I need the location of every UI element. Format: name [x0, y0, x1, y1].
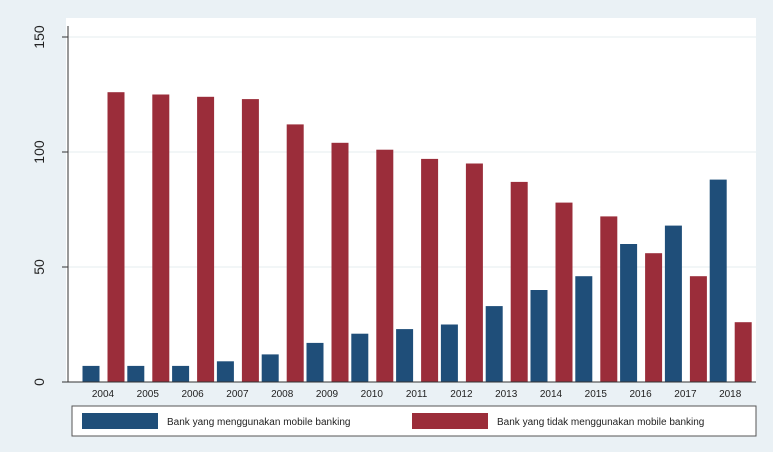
y-tick-label: 100 — [31, 140, 47, 164]
y-tick-label: 150 — [31, 25, 47, 49]
bar-without-mobile-banking — [286, 124, 304, 383]
x-tick-label: 2004 — [92, 389, 115, 400]
bar-without-mobile-banking — [555, 202, 573, 382]
x-tick-label: 2017 — [674, 389, 697, 400]
bar-with-mobile-banking — [396, 329, 414, 382]
bar-with-mobile-banking — [306, 342, 324, 382]
bar-with-mobile-banking — [440, 324, 458, 382]
x-tick-label: 2006 — [181, 389, 204, 400]
axes — [62, 26, 756, 383]
bar-with-mobile-banking — [530, 290, 548, 382]
bar-with-mobile-banking — [664, 225, 682, 382]
x-tick-label: 2007 — [226, 389, 249, 400]
x-tick-label: 2008 — [271, 389, 294, 400]
bar-with-mobile-banking — [261, 354, 279, 382]
bar-without-mobile-banking — [600, 216, 618, 382]
y-tick-label: 0 — [31, 378, 47, 386]
bar-with-mobile-banking — [709, 179, 727, 382]
x-tick-label: 2016 — [629, 389, 652, 400]
x-tick-label: 2005 — [137, 389, 160, 400]
legend-label: Bank yang menggunakan mobile banking — [167, 417, 350, 428]
y-tick-labels: 0 50 100 150 — [31, 25, 47, 386]
x-tick-label: 2009 — [316, 389, 339, 400]
bar-with-mobile-banking — [172, 365, 190, 382]
bar-without-mobile-banking — [734, 322, 752, 382]
bar-with-mobile-banking — [82, 365, 100, 382]
bar-without-mobile-banking — [510, 181, 528, 382]
x-tick-label: 2014 — [540, 389, 563, 400]
x-tick-label: 2012 — [450, 389, 473, 400]
bar-without-mobile-banking — [376, 149, 394, 382]
bar-with-mobile-banking — [620, 244, 638, 382]
bar-without-mobile-banking — [645, 253, 663, 382]
bar-without-mobile-banking — [197, 96, 215, 383]
bar-with-mobile-banking — [351, 333, 369, 382]
bar-without-mobile-banking — [152, 94, 170, 382]
x-tick-label: 2018 — [719, 389, 742, 400]
bar-without-mobile-banking — [465, 163, 483, 382]
legend-label: Bank yang tidak menggunakan mobile banki… — [497, 417, 704, 428]
legend-swatch — [412, 413, 488, 429]
y-tick-label: 50 — [31, 259, 47, 275]
bar-without-mobile-banking — [241, 99, 259, 382]
legend: Bank yang menggunakan mobile banking Bank… — [71, 405, 757, 437]
bar-with-mobile-banking — [485, 306, 503, 382]
legend-swatch — [82, 413, 158, 429]
bar-without-mobile-banking — [107, 92, 125, 382]
x-tick-label: 2010 — [361, 389, 384, 400]
bar-with-mobile-banking — [216, 361, 234, 382]
bar-with-mobile-banking — [127, 365, 145, 382]
bar-with-mobile-banking — [575, 276, 593, 382]
bar-without-mobile-banking — [331, 142, 349, 382]
x-tick-labels: 2004 2005 2006 2007 2008 2009 2010 2011 2012 2013… — [92, 389, 742, 400]
plot-area — [66, 18, 756, 382]
bar-without-mobile-banking — [421, 158, 439, 382]
x-tick-label: 2011 — [406, 389, 428, 400]
bars — [82, 92, 752, 383]
x-tick-label: 2013 — [495, 389, 518, 400]
gridlines — [68, 36, 756, 268]
x-tick-label: 2015 — [585, 389, 608, 400]
bar-without-mobile-banking — [689, 276, 707, 382]
